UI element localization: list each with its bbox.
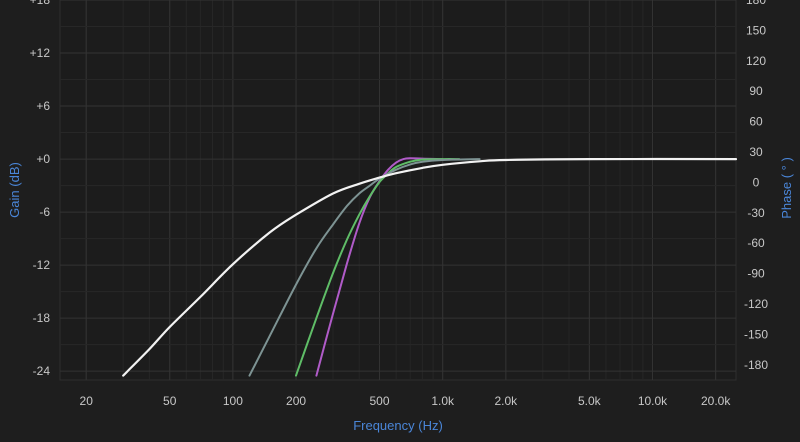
x-tick-label: 20 [80, 394, 94, 408]
y2-tick-label: -150 [744, 327, 768, 341]
y2-tick-label: 150 [746, 23, 766, 37]
y-tick-label: +18 [30, 0, 51, 7]
x-tick-label: 20.0k [701, 394, 731, 408]
y-axis-title: Gain (dB) [7, 162, 22, 218]
x-tick-label: 1.0k [431, 394, 455, 408]
series-layer [122, 157, 738, 377]
y-tick-label: -18 [33, 311, 51, 325]
y2-tick-label: -120 [744, 297, 768, 311]
y2-tick-label: 90 [749, 84, 763, 98]
y2-tick-label: -60 [747, 236, 765, 250]
y-tick-label: +0 [36, 152, 50, 166]
y-tick-label: +6 [36, 99, 50, 113]
y2-tick-label: 180 [746, 0, 766, 7]
x-tick-label: 500 [370, 394, 390, 408]
x-tick-label: 50 [163, 394, 177, 408]
y2-axis-title: Phase ( ° ) [779, 157, 794, 219]
x-tick-label: 200 [286, 394, 306, 408]
x-tick-label: 2.0k [495, 394, 519, 408]
series-line-2 [295, 158, 461, 377]
tick-labels: 20 50 100 200 500 1.0k 2.0k 5.0k 10.0k 20.0k +18 +1… [30, 0, 769, 408]
y-tick-label: -6 [39, 205, 50, 219]
y2-tick-label: 60 [749, 115, 763, 129]
x-axis-title: Frequency (Hz) [353, 418, 443, 433]
y-tick-label: -12 [33, 258, 51, 272]
series-line-3 [248, 158, 481, 377]
y-tick-label: -24 [33, 364, 51, 378]
x-tick-label: 10.0k [638, 394, 668, 408]
y2-tick-label: -90 [747, 267, 765, 281]
x-tick-label: 100 [223, 394, 243, 408]
plot-area [59, 0, 737, 381]
y2-tick-label: -180 [744, 358, 768, 372]
x-tick-label: 5.0k [578, 394, 602, 408]
y2-tick-label: 120 [746, 54, 766, 68]
series-line-4 [122, 157, 738, 377]
y2-tick-label: 30 [749, 145, 763, 159]
y2-tick-label: 0 [753, 175, 760, 189]
y-tick-label: +12 [30, 46, 51, 60]
y2-tick-label: -30 [747, 206, 765, 220]
